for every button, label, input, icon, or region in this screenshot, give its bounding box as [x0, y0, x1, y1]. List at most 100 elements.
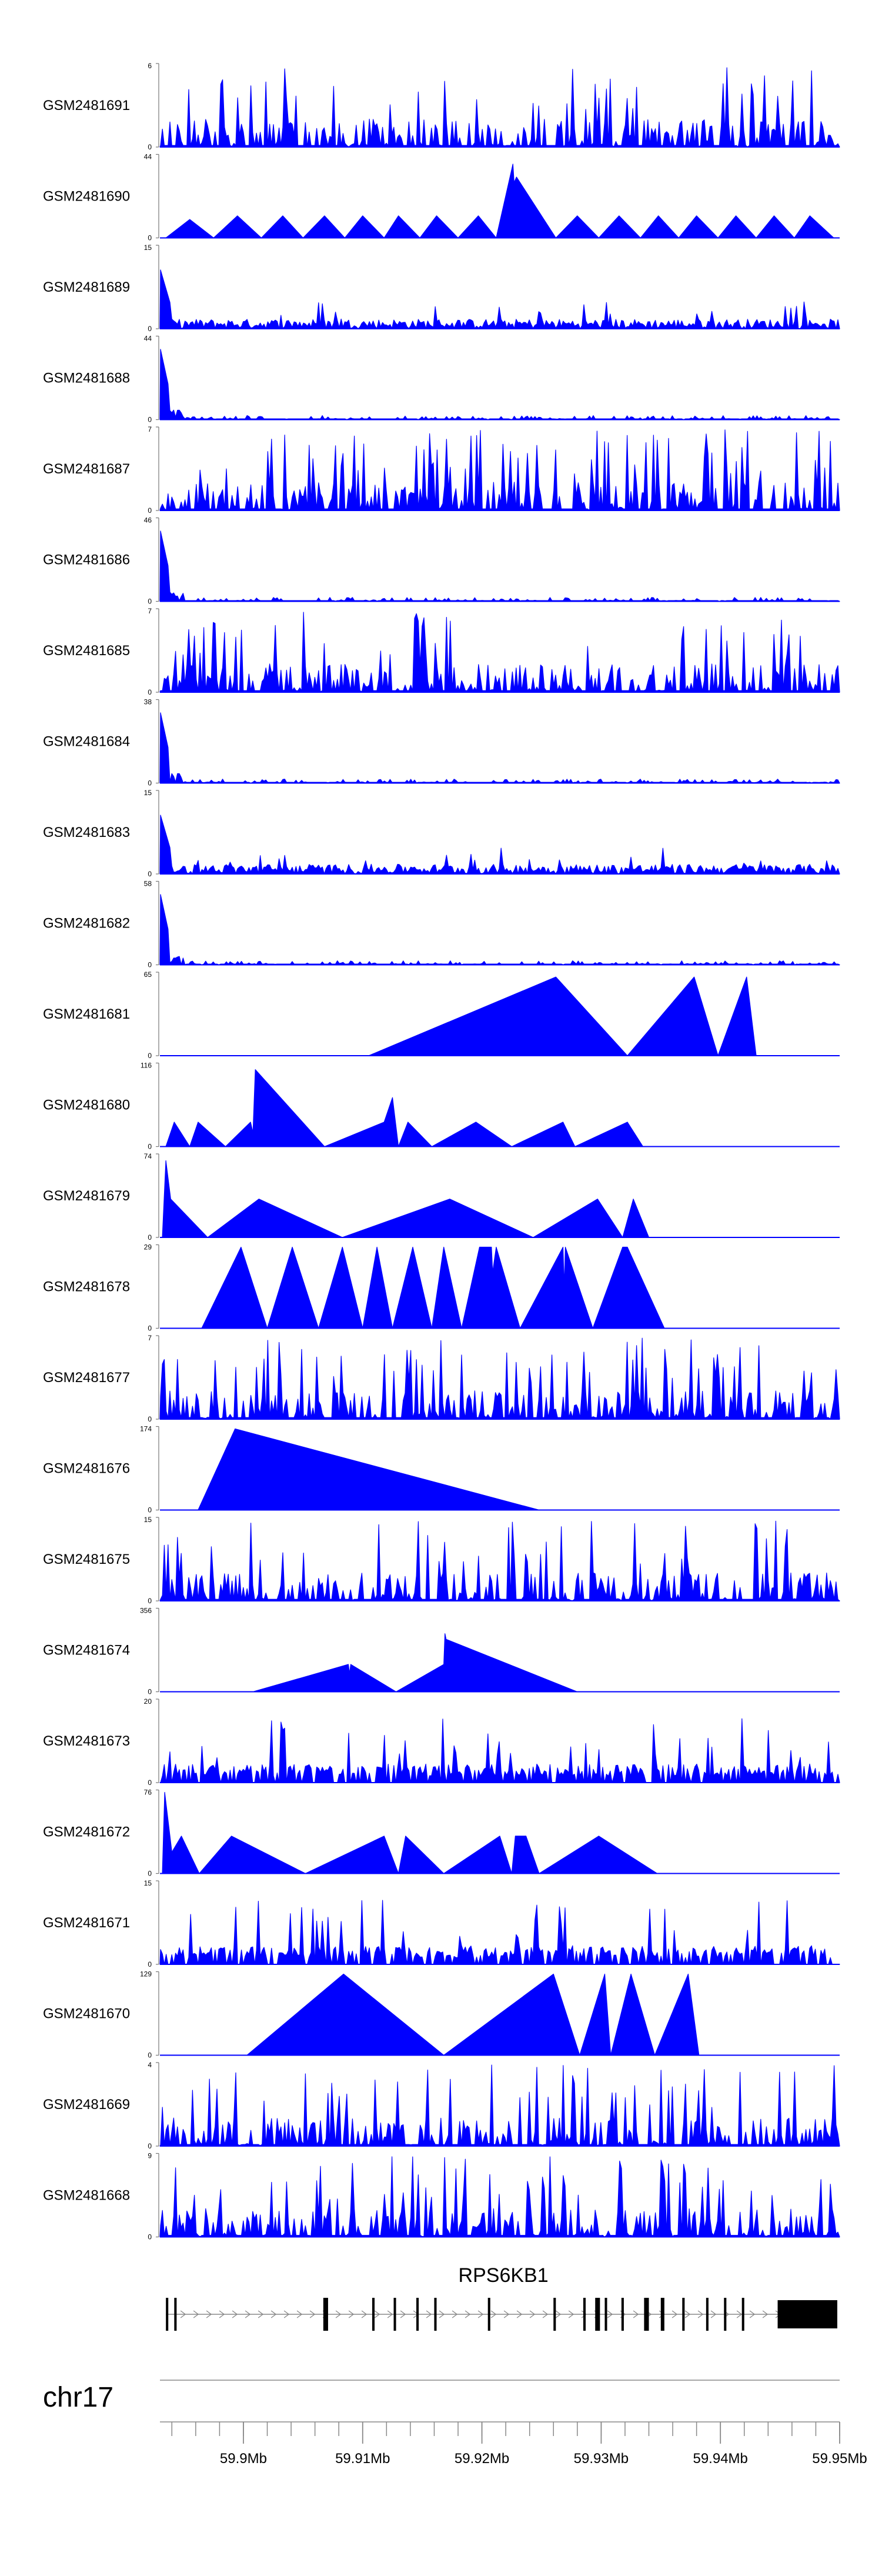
strand-arrow — [555, 2310, 562, 2318]
y-tick-min: 0 — [148, 325, 152, 333]
coverage-area — [159, 894, 840, 966]
coverage-area — [159, 429, 840, 511]
y-tick-max: 7 — [148, 607, 152, 615]
track-GSM2481674: GSM2481674 356 0 — [43, 1607, 840, 1696]
coverage-area — [246, 1973, 700, 2056]
coverage-area — [368, 976, 757, 1056]
gene-exon — [660, 2298, 664, 2331]
strand-arrow — [426, 2310, 432, 2318]
strand-arrow — [348, 2310, 355, 2318]
y-tick-min: 0 — [148, 143, 152, 151]
y-tick-max: 65 — [144, 970, 152, 979]
y-tick-min: 0 — [148, 234, 152, 242]
track-label: GSM2481673 — [43, 1733, 130, 1749]
y-tick-min: 0 — [148, 779, 152, 788]
y-tick-max: 29 — [144, 1243, 152, 1252]
y-tick-min: 0 — [148, 870, 152, 878]
y-tick-max: 74 — [144, 1152, 152, 1160]
track-GSM2481682: GSM2481682 58 0 — [43, 880, 840, 969]
track-label: GSM2481686 — [43, 552, 130, 568]
y-tick-min: 0 — [148, 1324, 152, 1333]
chromosome-label: chr17 — [43, 2382, 113, 2413]
coverage-area — [201, 1246, 665, 1329]
y-tick-max: 15 — [144, 789, 152, 797]
coverage-area — [159, 269, 840, 329]
track-GSM2481680: GSM2481680 116 0 — [43, 1062, 840, 1151]
strand-arrow — [232, 2310, 238, 2318]
x-tick-label: 59.94Mb — [693, 2451, 747, 2467]
track-label: GSM2481683 — [43, 825, 130, 840]
strand-arrow — [736, 2310, 743, 2318]
gene-track: RPS6KB1 — [166, 2264, 837, 2331]
track-GSM2481677: GSM2481677 7 0 — [43, 1334, 840, 1423]
y-tick-max: 356 — [140, 1607, 152, 1615]
y-tick-max: 116 — [141, 1062, 152, 1070]
track-GSM2481673: GSM2481673 20 0 — [43, 1697, 840, 1787]
coverage-area — [159, 612, 840, 693]
strand-arrow — [206, 2310, 212, 2318]
y-tick-min: 0 — [148, 1688, 152, 1696]
strand-arrow — [581, 2310, 587, 2318]
genome-axis: chr17 59.9Mb 59.91Mb 59.92Mb 59.93Mb 59.94Mb 5… — [43, 2380, 867, 2467]
gene-exon — [595, 2298, 600, 2331]
y-tick-min: 0 — [148, 2233, 152, 2241]
gene-exon — [393, 2298, 396, 2331]
strand-arrow — [633, 2310, 639, 2318]
track-GSM2481685: GSM2481685 7 0 — [43, 607, 840, 696]
strand-arrow — [245, 2310, 251, 2318]
track-label: GSM2481679 — [43, 1188, 130, 1204]
strand-arrow — [671, 2310, 678, 2318]
track-GSM2481681: GSM2481681 65 0 — [43, 970, 840, 1060]
track-label: GSM2481675 — [43, 1551, 130, 1567]
gene-exon — [553, 2298, 556, 2331]
gene-exon — [724, 2298, 727, 2331]
strand-arrow — [516, 2310, 523, 2318]
y-tick-min: 0 — [148, 1415, 152, 1423]
strand-arrow — [180, 2310, 186, 2318]
x-tick-label: 59.91Mb — [335, 2451, 390, 2467]
strand-arrow — [607, 2310, 613, 2318]
gene-exon — [487, 2298, 490, 2331]
strand-arrow — [465, 2310, 471, 2318]
gene-exon — [621, 2298, 624, 2331]
track-label: GSM2481685 — [43, 643, 130, 659]
gene-exon — [604, 2298, 607, 2331]
gene-exon — [682, 2298, 685, 2331]
track-label: GSM2481669 — [43, 2097, 130, 2113]
x-tick-label: 59.93Mb — [574, 2451, 629, 2467]
strand-arrow — [219, 2310, 225, 2318]
y-tick-max: 76 — [144, 1788, 152, 1797]
gene-exon — [434, 2298, 437, 2331]
track-label: GSM2481690 — [43, 189, 130, 205]
track-label: GSM2481672 — [43, 1824, 130, 1840]
y-tick-max: 20 — [144, 1697, 152, 1706]
track-label: GSM2481677 — [43, 1370, 130, 1386]
y-tick-max: 44 — [144, 335, 152, 343]
y-tick-max: 15 — [144, 1516, 152, 1524]
strand-arrow — [335, 2310, 342, 2318]
gene-name: RPS6KB1 — [459, 2264, 549, 2287]
track-GSM2481684: GSM2481684 38 0 — [43, 698, 840, 788]
track-GSM2481687: GSM2481687 7 0 — [43, 425, 840, 515]
coverage-area — [159, 1718, 840, 1783]
y-tick-min: 0 — [148, 598, 152, 606]
track-GSM2481676: GSM2481676 174 0 — [43, 1425, 840, 1514]
strand-arrow — [452, 2310, 458, 2318]
y-tick-min: 0 — [148, 506, 152, 515]
track-GSM2481689: GSM2481689 15 0 — [43, 243, 840, 333]
y-tick-max: 4 — [148, 2061, 152, 2069]
track-GSM2481679: GSM2481679 74 0 — [43, 1152, 840, 1242]
y-tick-min: 0 — [148, 1778, 152, 1787]
track-GSM2481668: GSM2481668 9 0 — [43, 2152, 840, 2241]
y-tick-max: 15 — [144, 1879, 152, 1887]
track-label: GSM2481681 — [43, 1006, 130, 1022]
y-tick-max: 129 — [140, 1970, 152, 1978]
y-tick-max: 46 — [144, 516, 152, 525]
track-label: GSM2481687 — [43, 461, 130, 477]
strand-arrow — [400, 2310, 406, 2318]
y-tick-min: 0 — [148, 1506, 152, 1514]
coverage-area — [159, 67, 840, 148]
y-tick-min: 0 — [148, 1233, 152, 1242]
track-label: GSM2481676 — [43, 1461, 130, 1477]
strand-arrow — [283, 2310, 290, 2318]
